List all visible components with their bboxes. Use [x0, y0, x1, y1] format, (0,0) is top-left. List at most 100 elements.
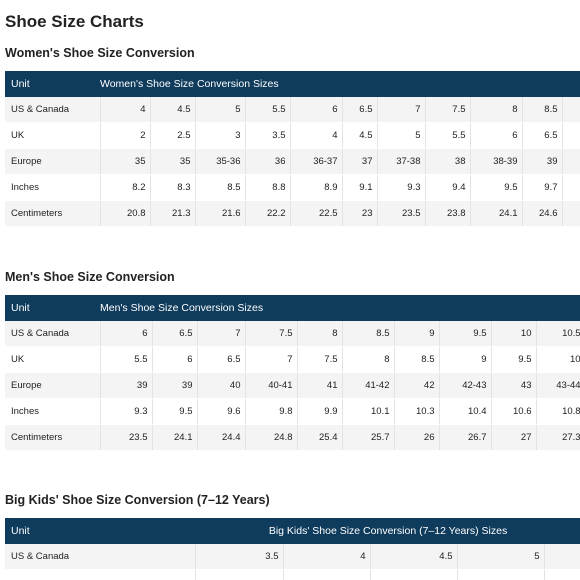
size-cell: 8 [342, 346, 395, 373]
size-cell: 6 [470, 122, 523, 149]
size-cell: 3.5 [195, 544, 284, 570]
size-cell: 3 [195, 122, 246, 149]
men-size-table: Unit Men's Shoe Size Conversion Sizes US… [5, 295, 580, 451]
size-cell: 25.7 [342, 424, 395, 451]
unit-column-header: Unit [5, 518, 195, 544]
size-cell: 38 [425, 148, 471, 175]
table-body: US & Canada 4 4.5 5 5.5 6 6.5 7 7.5 8 8.5 UK 2 2.5 3 3.… [5, 97, 580, 227]
size-cell: 4 [100, 97, 151, 123]
sizes-column-header: Men's Shoe Size Conversion Sizes [100, 295, 580, 321]
size-cell: 7.5 [245, 321, 298, 347]
size-cell: 36-37 [290, 148, 343, 175]
size-cell [195, 569, 284, 580]
size-cell: 43-44 [536, 372, 580, 399]
row-label: Inches [5, 174, 101, 201]
row-label: Centimeters [5, 424, 101, 451]
size-cell [562, 97, 580, 123]
size-cell: 27.3 [536, 424, 580, 451]
size-cell: 8.9 [290, 174, 343, 201]
size-cell: 24.8 [245, 424, 298, 451]
size-cell: 9.3 [377, 174, 426, 201]
size-cell: 6.5 [522, 122, 563, 149]
size-cell: 10.5 [536, 321, 580, 347]
row-label: Centimeters [5, 200, 101, 227]
table-row: Centimeters 20.8 21.3 21.6 22.2 22.5 23 23.5 23.… [5, 200, 580, 227]
size-cell: 4 [283, 544, 371, 570]
sizes-column-header: Women's Shoe Size Conversion Sizes [100, 71, 580, 97]
size-cell: 7.5 [297, 346, 343, 373]
size-cell: 9.5 [491, 346, 537, 373]
size-cell: 9 [394, 321, 440, 347]
size-cell: 4.5 [370, 544, 458, 570]
size-cell [562, 174, 580, 201]
size-cell: 36 [245, 148, 291, 175]
size-cell [457, 569, 545, 580]
row-label: US & Canada [5, 544, 196, 570]
size-cell: 10.1 [342, 398, 395, 425]
page-title: Shoe Size Charts [5, 12, 144, 31]
kids-size-table: Unit Big Kids' Shoe Size Conversion (7–1… [5, 518, 580, 580]
row-label: UK [5, 122, 101, 149]
size-cell: 40 [197, 372, 246, 399]
table-row: US & Canada 3.5 4 4.5 5 [5, 544, 580, 570]
size-cell: 6 [152, 346, 198, 373]
size-cell: 24.6 [522, 200, 563, 227]
size-cell: 9.5 [152, 398, 198, 425]
size-cell: 40-41 [245, 372, 298, 399]
table-header-row: Unit Women's Shoe Size Conversion Sizes [5, 71, 580, 97]
size-cell: 8.5 [394, 346, 440, 373]
size-cell: 10.6 [491, 398, 537, 425]
size-cell: 35 [100, 148, 151, 175]
table-header-row: Unit Big Kids' Shoe Size Conversion (7–1… [5, 518, 580, 544]
table-row: Inches 8.2 8.3 8.5 8.8 8.9 9.1 9.3 9.4 9.5 9.7 [5, 174, 580, 201]
size-cell: 26 [394, 424, 440, 451]
row-label: Europe [5, 148, 101, 175]
size-cell: 10.3 [394, 398, 440, 425]
size-cell: 9.9 [297, 398, 343, 425]
size-cell: 24.1 [152, 424, 198, 451]
table-header-row: Unit Men's Shoe Size Conversion Sizes [5, 295, 580, 321]
size-cell: 23.5 [377, 200, 426, 227]
size-cell: 8.3 [150, 174, 196, 201]
size-cell: 8.2 [100, 174, 151, 201]
size-cell: 43 [491, 372, 537, 399]
size-cell: 7.5 [425, 97, 471, 123]
size-cell: 25.4 [297, 424, 343, 451]
size-cell: 21.3 [150, 200, 196, 227]
table-row: UK 5.5 6 6.5 7 7.5 8 8.5 9 9.5 10 [5, 346, 580, 373]
size-cell: 7 [245, 346, 298, 373]
size-cell: 10.4 [439, 398, 492, 425]
size-cell: 8.5 [522, 97, 563, 123]
table-row: UK 2 2.5 3 3.5 4 4.5 5 5.5 6 6.5 [5, 122, 580, 149]
size-cell: 6.5 [342, 97, 378, 123]
table-body: US & Canada 3.5 4 4.5 5 [5, 544, 580, 580]
size-cell: 4.5 [342, 122, 378, 149]
size-cell: 42-43 [439, 372, 492, 399]
size-cell: 5 [195, 97, 246, 123]
table-row: Europe 39 39 40 40-41 41 41-42 42 42-43 43 43-44 [5, 372, 580, 399]
size-cell: 38-39 [470, 148, 523, 175]
size-cell: 39 [100, 372, 153, 399]
size-cell: 26.7 [439, 424, 492, 451]
size-cell: 41 [297, 372, 343, 399]
size-cell: 7 [197, 321, 246, 347]
table-row: US & Canada 4 4.5 5 5.5 6 6.5 7 7.5 8 8.5 [5, 97, 580, 123]
unit-column-header: Unit [5, 71, 100, 97]
size-cell: 37 [342, 148, 378, 175]
size-cell: 6 [290, 97, 343, 123]
size-cell: 10.8 [536, 398, 580, 425]
size-cell: 21.6 [195, 200, 246, 227]
size-cell [370, 569, 458, 580]
table-row: Centimeters 23.5 24.1 24.4 24.8 25.4 25.7 26 26.… [5, 424, 580, 451]
size-cell: 3 [562, 148, 580, 175]
men-table-heading: Men's Shoe Size Conversion [5, 270, 175, 284]
size-cell: 4 [290, 122, 343, 149]
size-cell: 9 [439, 346, 492, 373]
size-cell: 8.5 [342, 321, 395, 347]
size-cell: 9.1 [342, 174, 378, 201]
size-cell [283, 569, 371, 580]
size-cell: 22.2 [245, 200, 291, 227]
kids-table-heading: Big Kids' Shoe Size Conversion (7–12 Yea… [5, 493, 270, 507]
